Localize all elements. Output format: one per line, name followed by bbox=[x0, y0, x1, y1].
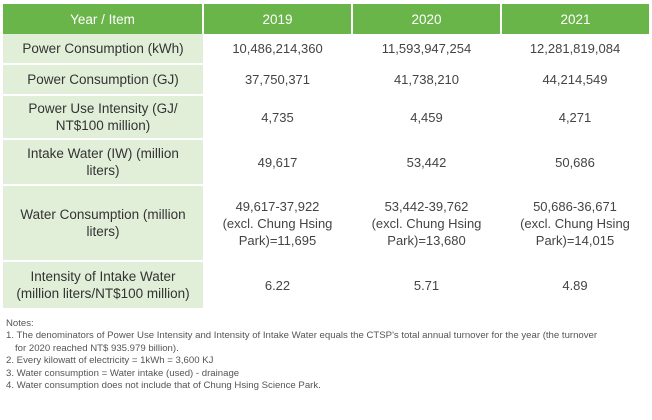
row-label-line: Power Use Intensity (GJ/ bbox=[28, 101, 178, 116]
row-label-line: (million liters/NT$100 million) bbox=[16, 286, 190, 301]
row-label-line: NT$100 million) bbox=[55, 118, 151, 133]
row-label-line: liters) bbox=[86, 163, 120, 178]
energy-water-table-container: Year / Item 2019 2020 2021 Power Consump… bbox=[3, 4, 649, 392]
cell-line: 49,617-37,922 bbox=[235, 198, 320, 214]
cell-2021: 4.89 bbox=[501, 261, 649, 310]
notes-title: Notes: bbox=[6, 318, 34, 329]
note-item: 2. Every kilowatt of electricity = 1kWh … bbox=[6, 355, 214, 367]
cell-line: Park)=13,680 bbox=[387, 232, 466, 248]
table-row-intake-water: Intake Water (IW) (million liters) 49,61… bbox=[3, 139, 649, 186]
cell-2020: 4,459 bbox=[352, 95, 501, 140]
cell-line: Park)=11,695 bbox=[238, 232, 317, 248]
header-year-item: Year / Item bbox=[3, 4, 204, 34]
cell-2020: 41,738,210 bbox=[352, 64, 501, 96]
table-row-power-kwh: Power Consumption (kWh) 10,486,214,360 1… bbox=[3, 34, 649, 65]
row-label-line: liters) bbox=[86, 224, 120, 239]
cell-2019: 37,750,371 bbox=[203, 64, 352, 96]
cell-line: (excl. Chung Hsing bbox=[520, 215, 630, 231]
table-row-power-intensity: Power Use Intensity (GJ/ NT$100 million)… bbox=[3, 95, 649, 140]
cell-line: (excl. Chung Hsing bbox=[222, 215, 333, 231]
notes-section: Notes: 1. The denominators of Power Use … bbox=[3, 318, 649, 392]
cell-2021: 12,281,819,084 bbox=[501, 34, 649, 65]
cell-2021: 4,271 bbox=[501, 95, 649, 140]
cell-2020: 5.71 bbox=[352, 261, 501, 310]
cell-2021: 44,214,549 bbox=[501, 64, 649, 96]
note-item: 3. Water consumption = Water intake (use… bbox=[6, 367, 240, 379]
cell-line: Park)=14,015 bbox=[535, 232, 615, 248]
cell-2021: 50,686-36,671 (excl. Chung Hsing Park)=1… bbox=[501, 185, 649, 262]
cell-line: 50,686-36,671 bbox=[533, 198, 617, 214]
table-header-row: Year / Item 2019 2020 2021 bbox=[3, 4, 649, 34]
cell-2019: 49,617 bbox=[203, 139, 352, 186]
row-label: Intake Water (IW) (million liters) bbox=[3, 139, 203, 186]
row-label: Intensity of Intake Water (million liter… bbox=[3, 261, 203, 310]
cell-2021: 50,686 bbox=[501, 139, 649, 186]
cell-2019: 4,735 bbox=[203, 95, 352, 140]
row-label-line: Water Consumption (million bbox=[20, 207, 186, 222]
row-label-line: Intake Water (IW) (million bbox=[27, 146, 179, 161]
row-label: Water Consumption (million liters) bbox=[3, 185, 203, 262]
cell-2019: 6.22 bbox=[203, 261, 352, 310]
cell-2019: 10,486,214,360 bbox=[203, 34, 352, 65]
note-item: for 2020 reached NT$ 935.979 billion). bbox=[15, 342, 179, 354]
note-item: 1. The denominators of Power Use Intensi… bbox=[6, 330, 598, 342]
row-label: Power Use Intensity (GJ/ NT$100 million) bbox=[3, 95, 203, 140]
table-row-water-consumption: Water Consumption (million liters) 49,61… bbox=[3, 185, 649, 262]
table-row-intake-intensity: Intensity of Intake Water (million liter… bbox=[3, 261, 649, 310]
note-item: 4. Water consumption does not include th… bbox=[6, 380, 321, 392]
cell-2020: 11,593,947,254 bbox=[352, 34, 501, 65]
energy-water-table: Year / Item 2019 2020 2021 Power Consump… bbox=[3, 4, 649, 310]
header-2020: 2020 bbox=[352, 4, 502, 34]
row-label: Power Consumption (GJ) bbox=[3, 64, 203, 96]
table-row-power-gj: Power Consumption (GJ) 37,750,371 41,738… bbox=[3, 64, 649, 96]
cell-2020: 53,442-39,762 (excl. Chung Hsing Park)=1… bbox=[352, 185, 501, 262]
header-2019: 2019 bbox=[203, 4, 353, 34]
cell-line: (excl. Chung Hsing bbox=[371, 215, 482, 231]
row-label: Power Consumption (kWh) bbox=[3, 34, 203, 65]
cell-2019: 49,617-37,922 (excl. Chung Hsing Park)=1… bbox=[203, 185, 352, 262]
header-2021: 2021 bbox=[501, 4, 649, 34]
cell-2020: 53,442 bbox=[352, 139, 501, 186]
row-label-line: Intensity of Intake Water bbox=[30, 269, 176, 284]
cell-line: 53,442-39,762 bbox=[384, 198, 469, 214]
